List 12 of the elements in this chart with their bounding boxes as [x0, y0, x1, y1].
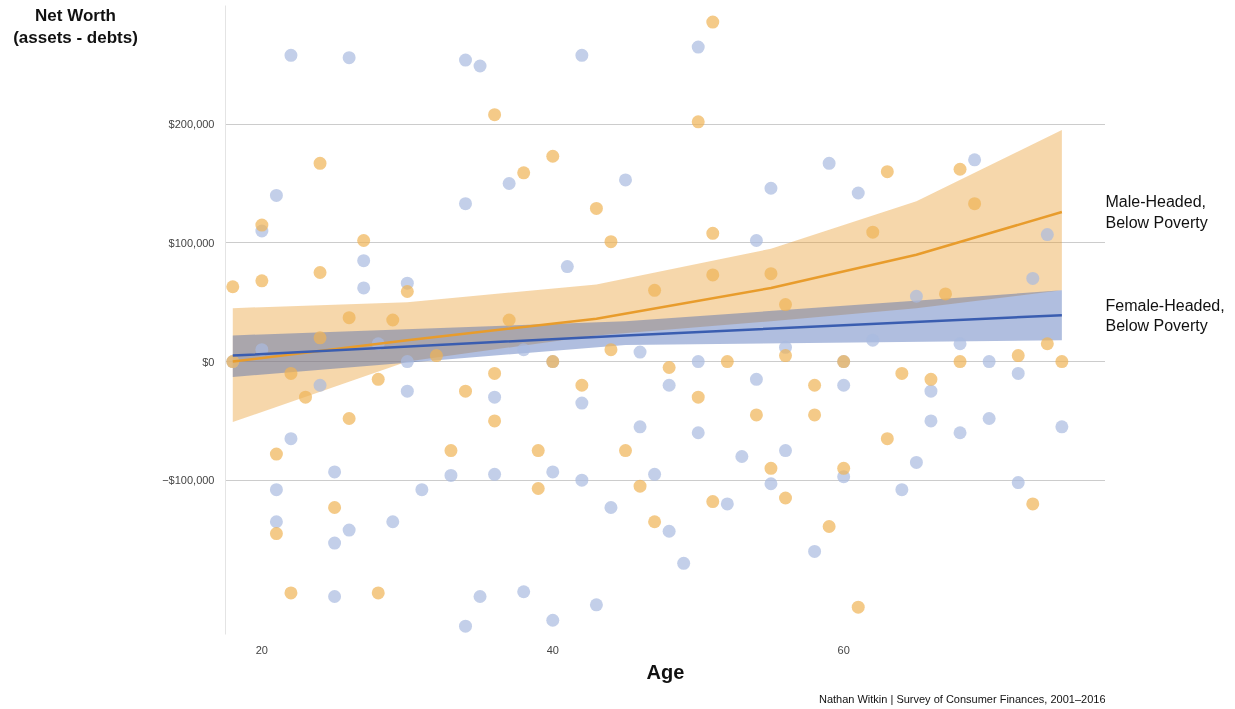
- x-tick-label: 40: [546, 643, 559, 656]
- text: Nathan Witkin | Survey of Consumer Finances, 2001–2016: [818, 692, 1106, 705]
- x-tick-label: 60: [837, 643, 850, 656]
- text: Female-Headed, Below Poverty: [1105, 296, 1225, 334]
- text: Male-Headed, Below Poverty: [1105, 193, 1208, 231]
- x-axis-title: Age: [646, 660, 685, 683]
- y-tick-label: −$100,000: [162, 474, 215, 487]
- y-tick-label: $0: [202, 355, 215, 368]
- x-tick-label: 20: [255, 643, 268, 656]
- y-tick-label: $200,000: [168, 118, 215, 131]
- y-tick-label: $100,000: [168, 236, 215, 249]
- y-axis-title: Net Worth (assets - debts): [13, 5, 138, 48]
